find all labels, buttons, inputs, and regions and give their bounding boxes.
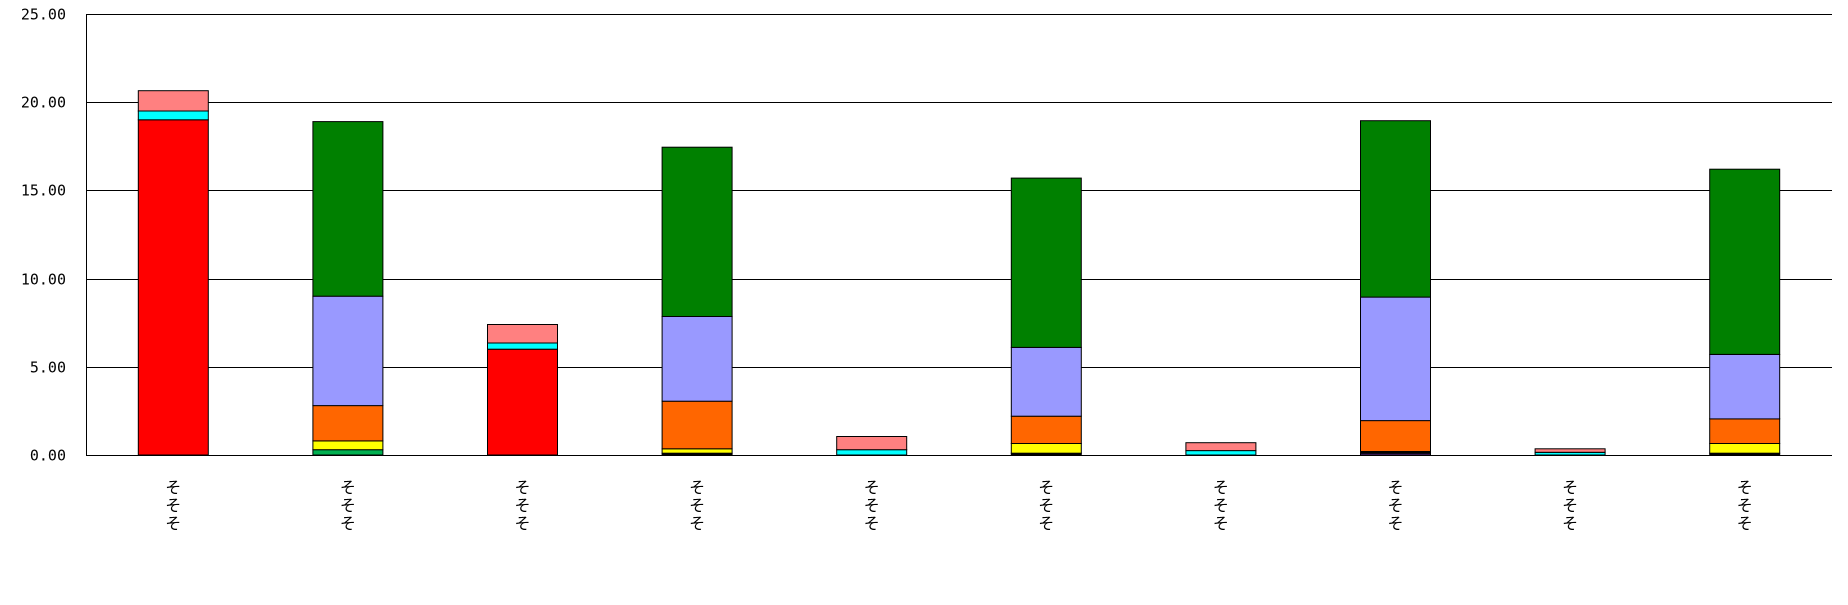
- x-category-label: そ: [514, 496, 530, 515]
- x-category-label: そ: [165, 496, 181, 515]
- bars: [137, 90, 1781, 456]
- bar-segment: [487, 324, 558, 344]
- bar-segment: [137, 110, 209, 121]
- bar-segment: [1360, 296, 1431, 422]
- x-category-label: そ: [514, 478, 530, 497]
- bar-segment: [312, 440, 384, 451]
- bar-segment: [1709, 168, 1781, 355]
- bar-segment: [836, 436, 908, 451]
- bar-segment: [1709, 418, 1781, 444]
- x-category-label: そ: [340, 496, 356, 515]
- x-category-label: そ: [864, 514, 880, 533]
- bar-segment: [1709, 354, 1781, 420]
- y-tick-labels: 0.00 5.00 10.00 15.00 20.00 25.00: [21, 6, 66, 465]
- x-category-label: そ: [1213, 514, 1229, 533]
- bar-segment: [312, 295, 384, 407]
- x-category-label: そ: [1213, 496, 1229, 515]
- bar-segment: [312, 121, 384, 297]
- x-category-label: そ: [1387, 478, 1403, 497]
- x-category-label: そ: [1737, 478, 1753, 497]
- bar-segment: [661, 400, 733, 450]
- x-category-label: そ: [1562, 496, 1578, 515]
- bar-segment: [1185, 442, 1257, 452]
- bar-segment: [1010, 415, 1082, 445]
- x-category-label: そ: [1038, 496, 1054, 515]
- y-tick-label: 20.00: [21, 94, 66, 112]
- x-category-label: そ: [1737, 514, 1753, 533]
- x-category-label: そ: [1038, 478, 1054, 497]
- x-category-label: そ: [514, 514, 530, 533]
- x-category-label: そ: [1038, 514, 1054, 533]
- y-tick-label: 25.00: [21, 6, 66, 24]
- bar-segment: [661, 316, 733, 402]
- x-category-label: そ: [340, 478, 356, 497]
- bar-segment: [661, 448, 733, 454]
- x-category-label: そ: [1737, 496, 1753, 515]
- bar-segment: [1360, 120, 1431, 298]
- x-category-label: そ: [1562, 478, 1578, 497]
- y-tick-label: 0.00: [30, 447, 66, 465]
- bar-segment: [661, 146, 733, 317]
- bar-segment: [836, 449, 908, 456]
- y-tick-label: 15.00: [21, 182, 66, 200]
- bar-segment: [312, 405, 384, 442]
- x-category-label: そ: [340, 514, 356, 533]
- bar-segment: [137, 119, 209, 456]
- x-category-label: そ: [1213, 478, 1229, 497]
- bar-segment: [1534, 448, 1606, 453]
- y-tick-label: 10.00: [21, 271, 66, 289]
- bar-segment: [1010, 443, 1082, 454]
- bar-segment: [137, 90, 209, 112]
- x-category-label: そ: [689, 496, 705, 515]
- x-category-label: そ: [1387, 496, 1403, 515]
- x-category-label: そ: [864, 478, 880, 497]
- x-category-label: そ: [689, 514, 705, 533]
- x-category-label: そ: [165, 478, 181, 497]
- x-category-label: そ: [689, 478, 705, 497]
- bar-segment: [487, 342, 558, 350]
- x-category-label: そ: [165, 514, 181, 533]
- bar-segment: [487, 348, 558, 456]
- x-category-label: そ: [1562, 514, 1578, 533]
- bar-segment: [1709, 443, 1781, 454]
- bar-segment: [1010, 177, 1082, 348]
- x-category-label: そ: [1387, 514, 1403, 533]
- y-tick-label: 5.00: [30, 359, 66, 377]
- x-category-label: そ: [864, 496, 880, 515]
- bar-segment: [1360, 420, 1431, 453]
- bar-segment: [312, 449, 384, 456]
- bar-segment: [1185, 450, 1257, 456]
- bar-segment: [1010, 346, 1082, 417]
